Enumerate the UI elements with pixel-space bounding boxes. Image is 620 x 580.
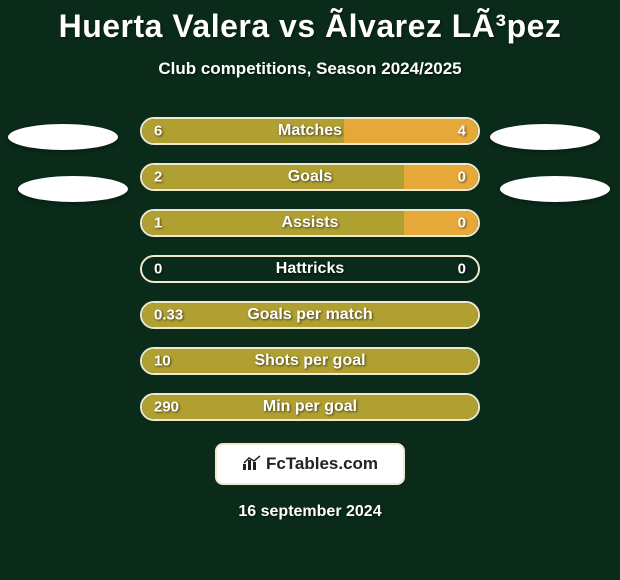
stat-left-value: 290 <box>154 399 179 416</box>
stat-label: Matches <box>278 122 342 140</box>
stat-label: Min per goal <box>263 398 357 416</box>
stat-row: 10 Shots per goal <box>0 347 620 375</box>
stat-left-value: 1 <box>154 215 162 232</box>
stat-label: Goals per match <box>247 306 372 324</box>
stat-right-value: 0 <box>458 215 466 232</box>
date-text: 16 september 2024 <box>0 503 620 521</box>
logo-text: FcTables.com <box>266 454 378 474</box>
logo-box: FcTables.com <box>215 443 405 485</box>
stat-left-value: 6 <box>154 123 162 140</box>
stats-area: 64Matches20Goals10Assists00Hattricks0.33… <box>0 117 620 421</box>
stat-left-value: 0 <box>154 261 162 278</box>
stat-right-value: 0 <box>458 261 466 278</box>
stat-row: 0.33 Goals per match <box>0 301 620 329</box>
stat-bar-track: 0.33 Goals per match <box>140 301 480 329</box>
stat-label: Assists <box>282 214 339 232</box>
stat-bar-right-fill <box>404 211 478 235</box>
stat-row: 0 0 Hattricks <box>0 255 620 283</box>
stat-row: 1 0 Assists <box>0 209 620 237</box>
stat-bar-right-fill <box>404 165 478 189</box>
stat-bar-track: 290 Min per goal <box>140 393 480 421</box>
chart-icon <box>242 455 262 474</box>
stat-row: 290 Min per goal <box>0 393 620 421</box>
stat-right-value: 4 <box>458 123 466 140</box>
stat-bar-left-fill <box>142 211 404 235</box>
stat-bar-track: 1 0 Assists <box>140 209 480 237</box>
stat-bar-track: 6 4 Matches <box>140 117 480 145</box>
stat-label: Shots per goal <box>254 352 365 370</box>
stat-label: Goals <box>288 168 332 186</box>
subtitle: Club competitions, Season 2024/2025 <box>0 59 620 79</box>
stat-bar-track: 2 0 Goals <box>140 163 480 191</box>
page-title: Huerta Valera vs Ãlvarez LÃ³pez <box>0 0 620 45</box>
ellipse-placeholder <box>500 176 610 202</box>
stat-bar-track: 0 0 Hattricks <box>140 255 480 283</box>
stat-left-value: 2 <box>154 169 162 186</box>
stat-left-value: 10 <box>154 353 171 370</box>
stat-left-value: 0.33 <box>154 307 183 324</box>
ellipse-placeholder <box>8 124 118 150</box>
ellipse-placeholder <box>490 124 600 150</box>
stat-right-value: 0 <box>458 169 466 186</box>
stat-label: Hattricks <box>276 260 344 278</box>
stat-bar-track: 10 Shots per goal <box>140 347 480 375</box>
stat-bar-left-fill <box>142 165 404 189</box>
ellipse-placeholder <box>18 176 128 202</box>
